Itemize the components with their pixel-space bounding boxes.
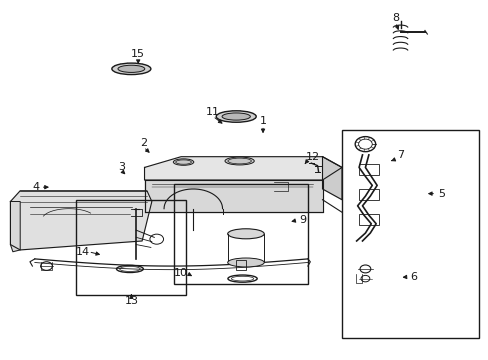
Polygon shape (144, 180, 322, 212)
Text: 8: 8 (391, 13, 398, 23)
Ellipse shape (222, 113, 250, 120)
Ellipse shape (216, 111, 256, 122)
Text: 10: 10 (174, 268, 188, 278)
Text: 14: 14 (76, 247, 89, 257)
Bar (76, 200, 185, 295)
Ellipse shape (227, 229, 264, 239)
Text: 4: 4 (32, 182, 40, 192)
Ellipse shape (227, 258, 264, 267)
Text: 11: 11 (205, 107, 219, 117)
Text: 2: 2 (140, 139, 147, 148)
Text: 5: 5 (438, 189, 445, 199)
Ellipse shape (224, 157, 254, 165)
Bar (358, 164, 378, 175)
Text: 1: 1 (259, 116, 266, 126)
Ellipse shape (112, 63, 151, 75)
Bar (235, 260, 246, 270)
Bar (341, 130, 478, 338)
Text: 13: 13 (124, 296, 138, 306)
Text: 6: 6 (410, 272, 417, 282)
Polygon shape (322, 157, 341, 200)
Text: 15: 15 (131, 49, 145, 59)
Polygon shape (144, 157, 341, 180)
Text: 3: 3 (118, 162, 125, 172)
Text: 7: 7 (396, 150, 403, 160)
Text: 12: 12 (305, 152, 319, 162)
Polygon shape (10, 202, 20, 252)
Ellipse shape (173, 159, 193, 165)
Text: 9: 9 (299, 215, 306, 225)
Bar (173, 184, 307, 284)
Bar (358, 214, 378, 225)
Bar (358, 189, 378, 200)
Ellipse shape (118, 65, 144, 72)
Polygon shape (10, 191, 152, 250)
